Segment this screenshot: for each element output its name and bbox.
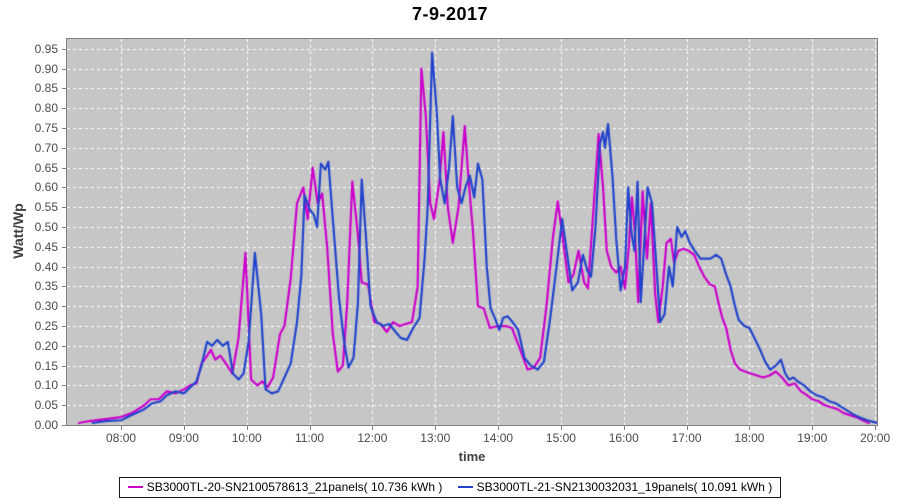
x-tick-mark	[121, 426, 122, 430]
x-tick-label: 16:00	[608, 431, 639, 445]
x-tick-label: 15:00	[545, 431, 576, 445]
y-tick-label: 0.10	[34, 378, 58, 393]
y-tick-mark	[62, 346, 66, 347]
x-tick-label: 18:00	[734, 431, 765, 445]
y-tick-mark	[62, 326, 66, 327]
y-tick-mark	[62, 207, 66, 208]
x-tick-label: 19:00	[797, 431, 828, 445]
x-tick-mark	[184, 426, 185, 430]
x-tick-mark	[247, 426, 248, 430]
x-axis-title: time	[458, 449, 486, 464]
y-tick-mark	[62, 128, 66, 129]
legend-label-series-0: SB3000TL-20-SN2100578613_21panels( 10.73…	[146, 480, 443, 494]
chart-title: 7-9-2017	[411, 4, 489, 24]
x-tick-mark	[749, 426, 750, 430]
x-tick-mark	[310, 426, 311, 430]
y-tick-mark	[62, 187, 66, 188]
series-1-line-swatch	[457, 486, 473, 488]
y-tick-mark	[62, 69, 66, 70]
y-tick-mark	[62, 366, 66, 367]
x-tick-mark	[624, 426, 625, 430]
y-tick-label: 0.40	[34, 259, 58, 274]
y-tick-mark	[62, 108, 66, 109]
y-tick-label: 0.85	[34, 81, 58, 96]
y-tick-mark	[62, 306, 66, 307]
y-tick-label: 0.50	[34, 220, 58, 235]
plot-area	[66, 38, 878, 426]
x-tick-label: 08:00	[106, 431, 137, 445]
x-tick-label: 17:00	[671, 431, 702, 445]
legend-item-series-1: SB3000TL-21-SN2130032031_19panels( 10.09…	[457, 480, 773, 494]
y-tick-label: 0.30	[34, 299, 58, 314]
y-tick-label: 0.35	[34, 279, 58, 294]
y-tick-label: 0.25	[34, 319, 58, 334]
y-tick-label: 0.45	[34, 239, 58, 254]
y-tick-label: 0.80	[34, 101, 58, 116]
y-tick-label: 0.20	[34, 338, 58, 353]
y-tick-label: 0.70	[34, 140, 58, 155]
y-tick-label: 0.90	[34, 61, 58, 76]
series-canvas	[67, 39, 877, 425]
series-0-line-swatch	[127, 486, 143, 488]
y-tick-label: 0.60	[34, 180, 58, 195]
y-tick-label: 0.00	[34, 418, 58, 432]
y-tick-label: 0.75	[34, 121, 58, 136]
legend: SB3000TL-20-SN2100578613_21panels( 10.73…	[0, 477, 900, 498]
y-tick-label: 0.65	[34, 160, 58, 175]
y-tick-mark	[62, 247, 66, 248]
y-tick-mark	[62, 286, 66, 287]
y-tick-mark	[62, 49, 66, 50]
x-tick-label: 20:00	[860, 431, 891, 445]
y-tick-mark	[62, 405, 66, 406]
y-tick-label: 0.15	[34, 358, 58, 373]
y-tick-mark	[62, 168, 66, 169]
y-tick-mark	[62, 385, 66, 386]
y-tick-label: 0.05	[34, 398, 58, 413]
x-tick-mark	[875, 426, 876, 430]
y-tick-mark	[62, 425, 66, 426]
y-tick-label: 0.55	[34, 200, 58, 215]
y-tick-mark	[62, 227, 66, 228]
x-tick-label: 11:00	[294, 431, 325, 445]
legend-label-series-1: SB3000TL-21-SN2130032031_19panels( 10.09…	[476, 480, 773, 494]
legend-box: SB3000TL-20-SN2100578613_21panels( 10.73…	[118, 477, 782, 498]
y-tick-label: 0.95	[34, 41, 58, 56]
legend-item-series-0: SB3000TL-20-SN2100578613_21panels( 10.73…	[127, 480, 443, 494]
x-tick-mark	[812, 426, 813, 430]
y-tick-mark	[62, 88, 66, 89]
y-tick-mark	[62, 148, 66, 149]
x-tick-mark	[372, 426, 373, 430]
x-tick-mark	[498, 426, 499, 430]
x-tick-label: 09:00	[168, 431, 199, 445]
x-tick-mark	[687, 426, 688, 430]
x-tick-label: 12:00	[357, 431, 388, 445]
x-tick-label: 13:00	[420, 431, 451, 445]
x-tick-label: 10:00	[231, 431, 262, 445]
x-tick-mark	[561, 426, 562, 430]
y-tick-mark	[62, 267, 66, 268]
x-tick-mark	[435, 426, 436, 430]
x-tick-label: 14:00	[483, 431, 514, 445]
